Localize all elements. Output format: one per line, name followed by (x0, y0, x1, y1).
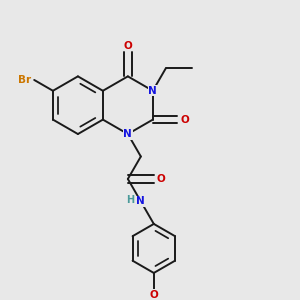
Text: N: N (124, 129, 132, 139)
Text: O: O (124, 40, 132, 50)
Text: O: O (180, 115, 189, 124)
Text: N: N (148, 86, 157, 96)
Text: H: H (126, 195, 134, 205)
Text: Br: Br (18, 75, 31, 85)
Text: O: O (149, 290, 158, 300)
Text: N: N (136, 196, 145, 206)
Text: O: O (157, 174, 165, 184)
